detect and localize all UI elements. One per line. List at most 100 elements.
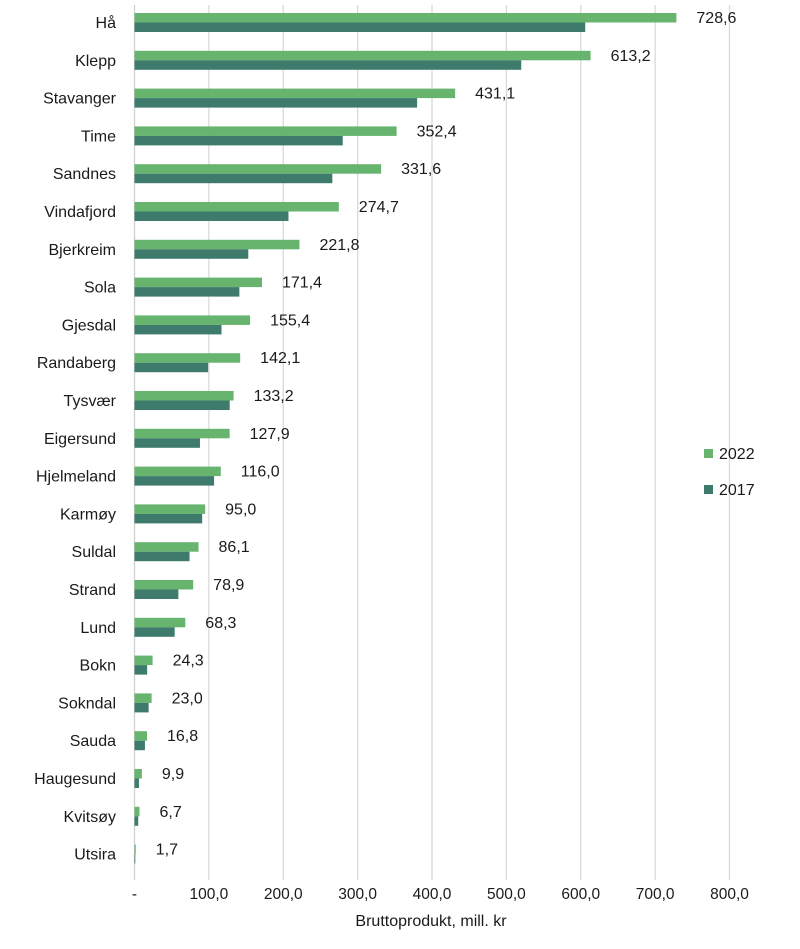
data-label-2022: 221,8 bbox=[319, 237, 359, 254]
bar-2022 bbox=[134, 50, 591, 61]
bar-2017 bbox=[134, 98, 418, 108]
bar-2017 bbox=[134, 287, 240, 297]
category-label: Sola bbox=[84, 280, 116, 297]
bar-2022 bbox=[134, 617, 186, 628]
x-tick-label: 200,0 bbox=[264, 886, 303, 903]
legend-swatch-2022 bbox=[704, 449, 713, 458]
bar-2017 bbox=[134, 249, 249, 259]
data-label-2022: 142,1 bbox=[260, 350, 300, 367]
bar-2017 bbox=[134, 854, 136, 864]
bar-2022 bbox=[134, 315, 251, 325]
data-label-2022: 1,7 bbox=[156, 842, 178, 859]
x-tick-label: - bbox=[132, 886, 137, 903]
bar-2017 bbox=[134, 476, 215, 486]
bar-2017 bbox=[134, 135, 343, 146]
bar-2017 bbox=[134, 400, 230, 410]
bar-2017 bbox=[134, 324, 222, 335]
data-label-2022: 331,6 bbox=[401, 161, 441, 178]
bar-2022 bbox=[134, 126, 397, 136]
category-label: Utsira bbox=[74, 847, 116, 864]
category-label: Bjerkreim bbox=[48, 242, 116, 259]
bars bbox=[134, 13, 677, 864]
x-tick-label: 400,0 bbox=[413, 886, 452, 903]
data-label-2022: 86,1 bbox=[219, 539, 250, 556]
data-label-2022: 95,0 bbox=[225, 501, 256, 518]
bar-2022 bbox=[134, 202, 339, 212]
data-label-2022: 352,4 bbox=[417, 123, 457, 140]
bar-2022 bbox=[134, 391, 234, 401]
category-label: Sandnes bbox=[53, 166, 116, 183]
data-label-2022: 24,3 bbox=[173, 653, 204, 670]
category-label: Kvitsøy bbox=[64, 809, 116, 826]
data-label-2022: 9,9 bbox=[162, 766, 184, 783]
category-label: Karmøy bbox=[60, 506, 116, 523]
category-label: Vindafjord bbox=[44, 204, 116, 221]
x-tick-label: 500,0 bbox=[487, 886, 526, 903]
category-labels: Hå Klepp Stavanger Time Sandnes Vindafjord Bje… bbox=[34, 14, 117, 864]
bar-2022 bbox=[134, 164, 382, 174]
data-label-2022: 68,3 bbox=[205, 615, 236, 632]
category-label: Bokn bbox=[80, 658, 116, 675]
x-tick-labels: - 100,0 200,0 300,0 400,0 500,0 600,0 700,0 800,… bbox=[132, 886, 749, 903]
bar-2017 bbox=[134, 173, 333, 184]
bar-2022 bbox=[134, 13, 677, 23]
bar-2022 bbox=[134, 88, 456, 99]
category-label: Hjelmeland bbox=[36, 469, 116, 486]
data-label-2022: 127,9 bbox=[250, 426, 290, 443]
data-label-2022: 171,4 bbox=[282, 275, 322, 292]
data-label-2022: 6,7 bbox=[159, 804, 181, 821]
bar-2017 bbox=[134, 627, 175, 637]
bar-2017 bbox=[134, 665, 148, 675]
data-label-2022: 728,6 bbox=[696, 10, 736, 27]
bar-2017 bbox=[134, 740, 145, 751]
data-label-2022: 613,2 bbox=[611, 48, 651, 65]
bar-2017 bbox=[134, 22, 586, 32]
x-tick-label: 600,0 bbox=[561, 886, 600, 903]
x-tick-label: 800,0 bbox=[710, 886, 749, 903]
data-label-2022: 155,4 bbox=[270, 312, 310, 329]
bar-2022 bbox=[134, 806, 140, 817]
x-axis-title: Bruttoprodukt, mill. kr bbox=[355, 913, 507, 930]
legend: 2022 2017 bbox=[704, 446, 755, 499]
bar-2017 bbox=[134, 778, 139, 788]
category-label: Hå bbox=[96, 14, 117, 32]
data-label-2022: 78,9 bbox=[213, 577, 244, 594]
bar-2017 bbox=[134, 589, 179, 599]
category-label: Stavanger bbox=[43, 91, 117, 108]
bar-2022 bbox=[134, 239, 300, 250]
category-label: Klepp bbox=[75, 53, 116, 70]
bar-2017 bbox=[134, 702, 149, 713]
legend-swatch-2017 bbox=[704, 485, 713, 494]
category-label: Gjesdal bbox=[62, 317, 116, 334]
bar-2022 bbox=[134, 466, 221, 477]
legend-label-2022: 2022 bbox=[719, 446, 755, 463]
category-label: Sokndal bbox=[58, 695, 116, 712]
bar-2022 bbox=[134, 844, 136, 855]
bar-2017 bbox=[134, 211, 289, 221]
data-label-2022: 116,0 bbox=[241, 464, 280, 481]
x-tick-label: 700,0 bbox=[636, 886, 675, 903]
bar-2022 bbox=[134, 693, 152, 703]
bar-2017 bbox=[134, 438, 200, 448]
bar-2017 bbox=[134, 362, 209, 373]
bar-2022 bbox=[134, 655, 153, 666]
bar-2022 bbox=[134, 542, 199, 552]
data-label-2022: 431,1 bbox=[475, 86, 515, 103]
bar-2017 bbox=[134, 513, 203, 524]
data-label-2022: 274,7 bbox=[359, 199, 399, 216]
category-label: Time bbox=[81, 128, 116, 145]
data-label-2022: 133,2 bbox=[254, 388, 294, 405]
category-label: Eigersund bbox=[44, 431, 116, 448]
category-label: Strand bbox=[69, 582, 116, 599]
x-tick-label: 100,0 bbox=[189, 886, 228, 903]
category-label: Randaberg bbox=[37, 355, 116, 372]
bar-2022 bbox=[134, 769, 142, 779]
data-labels: 728,6 613,2 431,1 352,4 331,6 274,7 221,8 171,4… bbox=[156, 10, 737, 859]
bar-2022 bbox=[134, 428, 230, 439]
gridlines bbox=[133, 5, 731, 880]
bar-2017 bbox=[134, 551, 190, 562]
bar-2017 bbox=[134, 60, 522, 70]
bar-2017 bbox=[134, 816, 139, 826]
category-label: Sauda bbox=[70, 733, 116, 750]
